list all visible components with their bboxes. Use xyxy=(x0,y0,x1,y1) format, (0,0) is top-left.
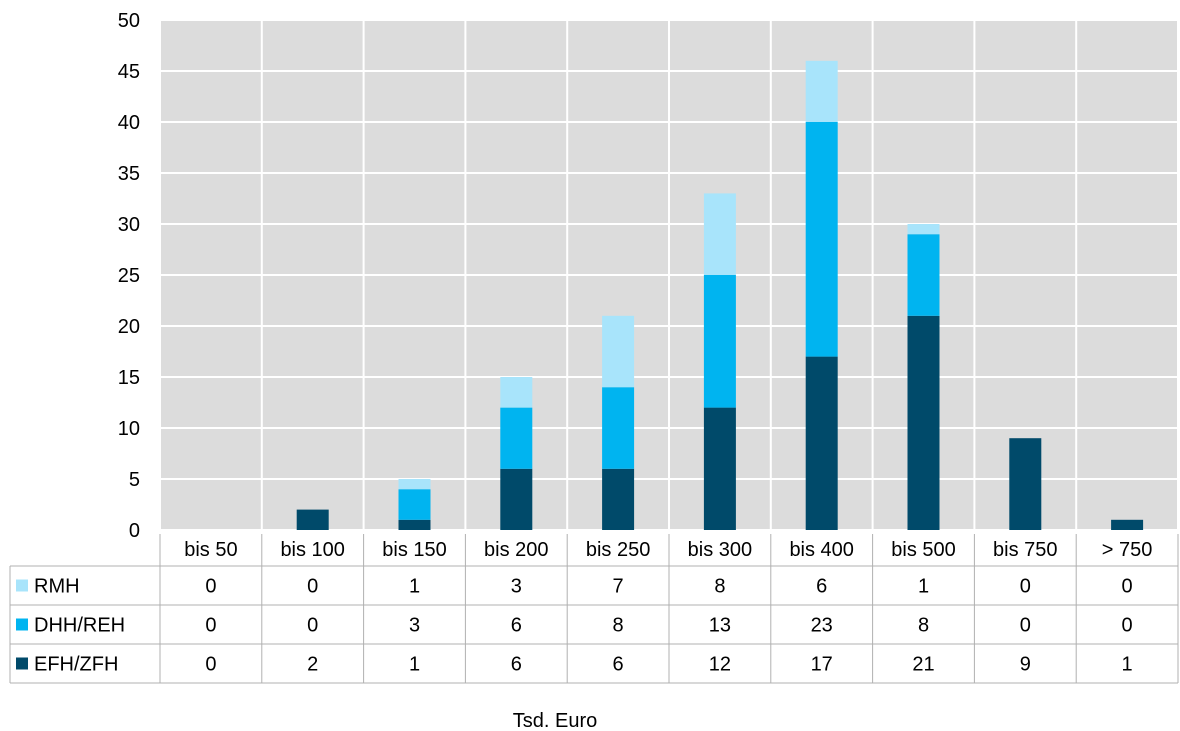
table-cell-value: 1 xyxy=(409,576,420,598)
y-tick-label: 50 xyxy=(118,10,140,32)
category-label: bis 400 xyxy=(789,539,854,561)
bar-segment xyxy=(602,468,635,530)
table-cell-value: 6 xyxy=(613,654,624,676)
bar-segment xyxy=(602,387,635,469)
bar-segment xyxy=(703,407,736,530)
table-cell-value: 8 xyxy=(714,576,725,598)
table-cell-value: 2 xyxy=(307,654,318,676)
table-cell-value: 1 xyxy=(409,654,420,676)
category-label: bis 50 xyxy=(184,539,237,561)
table-cell-value: 0 xyxy=(205,576,216,598)
y-tick-label: 40 xyxy=(118,112,140,134)
table-cell-value: 8 xyxy=(918,615,929,637)
table-cell-value: 17 xyxy=(811,654,833,676)
plot-area xyxy=(159,19,1179,531)
table-cell-value: 1 xyxy=(1122,654,1133,676)
category-label: bis 300 xyxy=(688,539,753,561)
table-cell-value: 0 xyxy=(205,654,216,676)
table-cell-value: 3 xyxy=(511,576,522,598)
category-label: bis 200 xyxy=(484,539,549,561)
bar-segment xyxy=(1009,438,1042,530)
bar-segment xyxy=(500,468,533,530)
table-cell-value: 3 xyxy=(409,615,420,637)
table-cell-value: 7 xyxy=(613,576,624,598)
table-cell-value: 6 xyxy=(816,576,827,598)
bar-segment xyxy=(703,275,736,408)
bar-segment xyxy=(500,407,533,469)
bar-segment xyxy=(907,224,940,235)
series-label: EFH/ZFH xyxy=(34,654,118,676)
y-tick-label: 5 xyxy=(129,469,140,491)
category-label: bis 100 xyxy=(280,539,345,561)
y-tick-label: 30 xyxy=(118,214,140,236)
y-tick-label: 10 xyxy=(118,418,140,440)
table-cell-value: 8 xyxy=(613,615,624,637)
y-tick-label: 0 xyxy=(129,520,140,542)
data-table: bis 50 bis 100 bis 150 bis 200 bis 250 bis 30… xyxy=(9,534,1179,684)
table-cell-value: 23 xyxy=(811,615,833,637)
legend-key xyxy=(16,657,28,670)
table-cell-value: 0 xyxy=(307,576,318,598)
x-axis-title: Tsd. Euro xyxy=(513,710,597,731)
table-cell-value: 6 xyxy=(511,615,522,637)
table-cell-value: 0 xyxy=(205,615,216,637)
table-cell-value: 0 xyxy=(1020,576,1031,598)
series-label: RMH xyxy=(34,576,80,598)
y-tick-label: 25 xyxy=(118,265,140,287)
y-axis: 0 5 10 15 20 25 30 35 40 45 50 xyxy=(118,10,140,542)
bar-segment xyxy=(398,519,431,530)
bar-segment xyxy=(805,122,838,357)
bar-segment xyxy=(398,479,431,490)
bar-segment xyxy=(805,356,838,530)
table-cell-value: 0 xyxy=(1122,615,1133,637)
category-label: bis 750 xyxy=(993,539,1058,561)
bars xyxy=(296,60,1144,530)
bar-segment xyxy=(500,377,533,408)
table-cell-value: 9 xyxy=(1020,654,1031,676)
bar-segment xyxy=(1111,519,1144,530)
bar-segment xyxy=(907,234,940,316)
bar-segment xyxy=(398,489,431,520)
y-tick-label: 20 xyxy=(118,316,140,338)
table-cell-value: 21 xyxy=(912,654,934,676)
bar-segment xyxy=(602,315,635,388)
category-label: bis 150 xyxy=(382,539,447,561)
y-tick-label: 15 xyxy=(118,367,140,389)
category-label: bis 250 xyxy=(586,539,651,561)
table-cell-value: 13 xyxy=(709,615,731,637)
series-label: DHH/REH xyxy=(34,615,125,637)
legend-key xyxy=(16,579,28,592)
table-cell-value: 1 xyxy=(918,576,929,598)
category-label: > 750 xyxy=(1102,539,1153,561)
table-cell-value: 0 xyxy=(1122,576,1133,598)
table-cell-value: 6 xyxy=(511,654,522,676)
table-cell-value: 12 xyxy=(709,654,731,676)
y-tick-label: 35 xyxy=(118,163,140,185)
table-cell-value: 0 xyxy=(307,615,318,637)
table-cell-value: 0 xyxy=(1020,615,1031,637)
bar-segment xyxy=(296,509,329,530)
bar-segment xyxy=(805,60,838,122)
bar-segment xyxy=(907,315,940,530)
legend-key xyxy=(16,618,28,631)
category-label: bis 500 xyxy=(891,539,956,561)
y-tick-label: 45 xyxy=(118,61,140,83)
bar-segment xyxy=(703,193,736,275)
